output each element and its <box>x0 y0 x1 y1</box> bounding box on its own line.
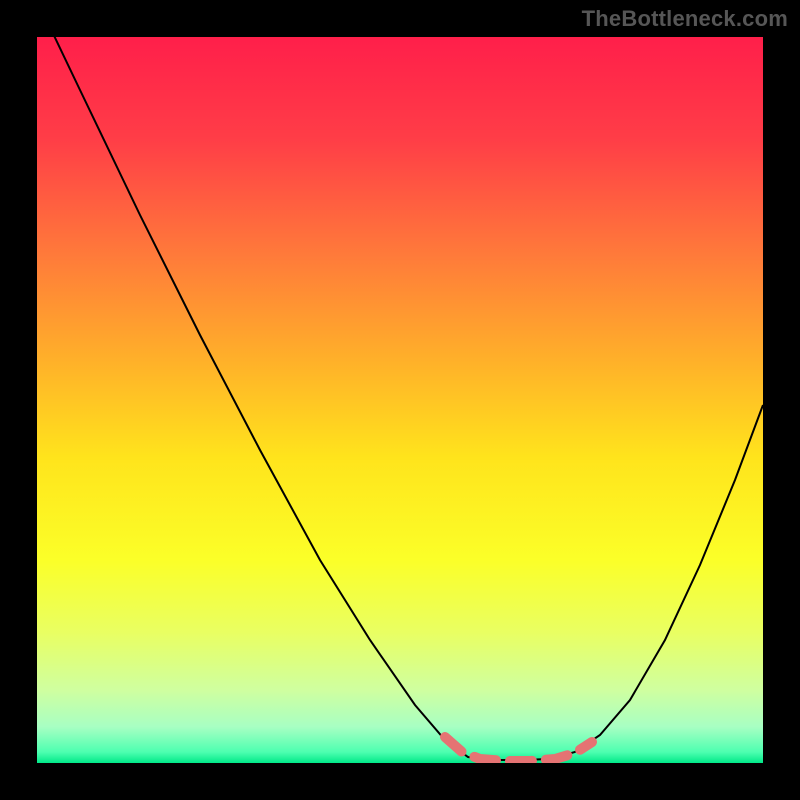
bottleneck-chart <box>0 0 800 800</box>
watermark-text: TheBottleneck.com <box>582 6 788 32</box>
gradient-plot-area <box>37 37 763 763</box>
chart-frame: TheBottleneck.com <box>0 0 800 800</box>
